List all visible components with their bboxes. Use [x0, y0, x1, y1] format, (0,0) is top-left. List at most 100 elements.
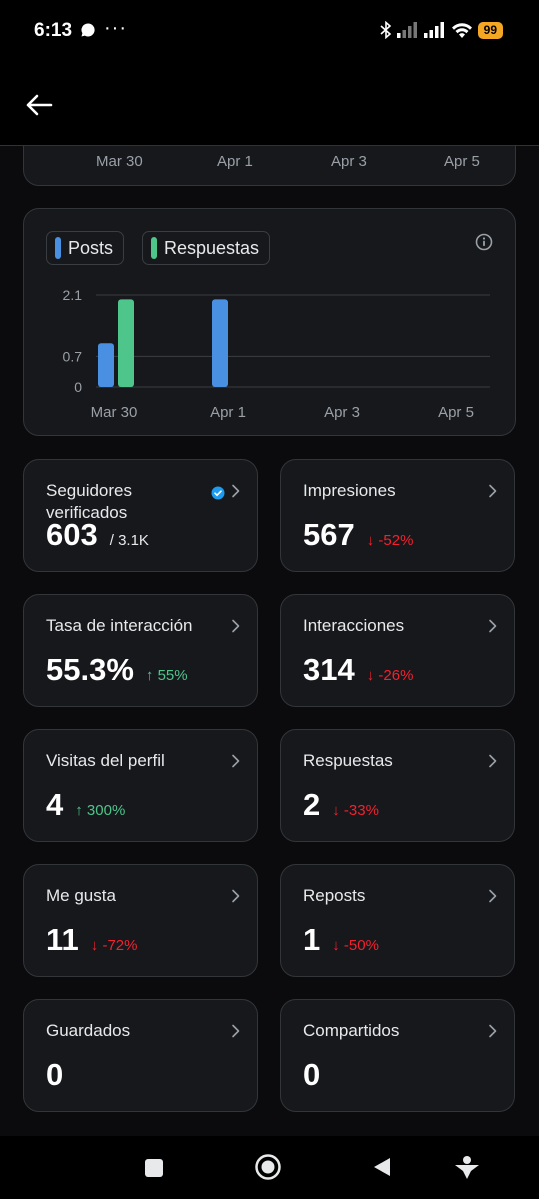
x-tick-label: Apr 5 — [438, 404, 474, 421]
legend-label: Respuestas — [164, 237, 260, 258]
stat-delta: ↓ -72% — [90, 937, 138, 954]
chevron-right-icon — [232, 1024, 240, 1038]
stat-total: / 3.1K — [109, 532, 149, 549]
stat-value-row: 603 / 3.1K — [46, 517, 149, 553]
status-bar: 6:13 ··· 99 — [0, 0, 539, 64]
previous-chart-card: Mar 30 Apr 1 Apr 3 Apr 5 — [23, 146, 516, 186]
bar-respuestas — [118, 299, 134, 387]
stat-card[interactable]: Me gusta 11 ↓ -72% — [23, 864, 258, 977]
stat-value: 314 — [303, 652, 355, 687]
chevron-right-icon — [489, 484, 497, 498]
stat-value-row: 11 ↓ -72% — [46, 922, 137, 958]
bar-posts — [98, 343, 114, 387]
legend-swatch — [151, 237, 157, 259]
bluetooth-icon — [380, 21, 391, 39]
back-triangle-icon[interactable] — [372, 1156, 392, 1178]
stat-label: Me gusta — [46, 886, 116, 905]
stat-card[interactable]: Reposts 1 ↓ -50% — [280, 864, 515, 977]
stat-value: 55.3% — [46, 652, 134, 687]
stat-delta: ↑ 300% — [75, 802, 126, 819]
verified-badge-icon — [211, 486, 225, 500]
stat-delta: ↓ -52% — [366, 532, 414, 549]
recents-square-icon[interactable] — [144, 1158, 164, 1178]
analytics-content[interactable]: Mar 30 Apr 1 Apr 3 Apr 5 Posts Respuesta… — [0, 146, 539, 1136]
stat-label: Reposts — [303, 886, 366, 905]
stat-label: Guardados — [46, 1021, 131, 1040]
chevron-right-icon — [232, 754, 240, 768]
legend-swatch — [55, 237, 61, 259]
stat-delta: ↓ -50% — [332, 937, 379, 954]
y-tick-label: 0 — [74, 379, 82, 395]
stat-label: Respuestas — [303, 751, 393, 770]
x-tick-label: Apr 1 — [210, 404, 246, 421]
stat-card[interactable]: Visitas del perfil 4 ↑ 300% — [23, 729, 258, 842]
chevron-right-icon — [489, 754, 497, 768]
status-time: 6:13 — [34, 20, 73, 41]
stat-label: Tasa de interacción — [46, 616, 193, 635]
chevron-right-icon — [489, 1024, 497, 1038]
home-circle-icon[interactable] — [254, 1153, 282, 1181]
x-tick-label: Mar 30 — [91, 404, 138, 421]
assistant-icon[interactable] — [454, 1154, 480, 1180]
chevron-right-icon — [489, 889, 497, 903]
stat-value-row: 2 ↓ -33% — [303, 787, 379, 823]
system-nav-bar — [0, 1136, 539, 1199]
posts-bar-chart: 0 0.7 2.1 Mar 30 Apr 1 Apr 3 Apr 5 — [63, 287, 490, 421]
stat-card[interactable]: Tasa de interacción 55.3% ↑ 55% — [23, 594, 258, 707]
x-tick-label: Mar 30 — [96, 153, 143, 170]
stat-value-row: 55.3% ↑ 55% — [46, 652, 188, 688]
stat-value: 0 — [46, 1057, 64, 1092]
chevron-right-icon — [232, 889, 240, 903]
stat-card[interactable]: Respuestas 2 ↓ -33% — [280, 729, 515, 842]
legend-respuestas[interactable]: Respuestas — [142, 231, 271, 265]
chevron-right-icon — [489, 619, 497, 633]
x-tick-label: Apr 1 — [217, 153, 253, 170]
stat-value-row: 567 ↓ -52% — [303, 517, 413, 553]
legend-posts[interactable]: Posts — [46, 231, 125, 265]
x-tick-label: Apr 3 — [324, 404, 360, 421]
stat-label: Seguidores verificados — [46, 481, 133, 522]
chevron-right-icon — [232, 484, 240, 498]
stat-value: 603 — [46, 517, 98, 552]
stat-label: Impresiones — [303, 481, 396, 500]
x-tick-label: Apr 5 — [444, 153, 480, 170]
y-tick-label: 0.7 — [63, 348, 83, 364]
stat-card[interactable]: Compartidos 0 — [280, 999, 515, 1112]
chevron-right-icon — [232, 619, 240, 633]
legend-label: Posts — [68, 237, 114, 258]
app-bar — [0, 64, 539, 146]
stat-card[interactable]: Impresiones 567 ↓ -52% — [280, 459, 515, 572]
stat-delta: ↓ -33% — [332, 802, 379, 819]
signal-weak-icon — [396, 22, 417, 38]
stat-value-row: 314 ↓ -26% — [303, 652, 413, 688]
messenger-icon — [80, 22, 96, 43]
status-icons: 99 — [380, 21, 503, 39]
stat-delta: ↓ -26% — [366, 667, 414, 684]
stat-value: 11 — [46, 922, 79, 957]
arrow-left-icon — [26, 94, 53, 116]
stat-label: Visitas del perfil — [46, 751, 165, 770]
signal-strong-icon — [423, 22, 444, 38]
battery-indicator: 99 — [477, 21, 503, 39]
stat-value: 567 — [303, 517, 355, 552]
stat-value: 4 — [46, 787, 64, 822]
stat-value: 2 — [303, 787, 321, 822]
stat-card[interactable]: Interacciones 314 ↓ -26% — [280, 594, 515, 707]
info-icon[interactable] — [475, 233, 493, 251]
stat-value-row: 0 — [46, 1057, 63, 1093]
stat-card[interactable]: Guardados 0 — [23, 999, 258, 1112]
bar-posts — [212, 299, 228, 387]
posts-chart-card: Posts Respuestas 0 0.7 2.1 Mar 30 Apr 1 Apr 3… — [23, 208, 516, 436]
stat-value-row: 4 ↑ 300% — [46, 787, 125, 823]
stat-card[interactable]: Seguidores verificados 603 / 3.1K — [23, 459, 258, 572]
stat-delta: ↑ 55% — [145, 667, 188, 684]
stat-label: Compartidos — [303, 1021, 400, 1040]
stat-value-row: 1 ↓ -50% — [303, 922, 379, 958]
more-notifications-icon: ··· — [104, 17, 127, 39]
y-tick-label: 2.1 — [63, 287, 83, 303]
x-tick-label: Apr 3 — [331, 153, 367, 170]
stat-value-row: 0 — [303, 1057, 320, 1093]
wifi-icon — [451, 23, 472, 38]
back-button[interactable] — [22, 88, 56, 122]
stat-value: 1 — [303, 922, 321, 957]
